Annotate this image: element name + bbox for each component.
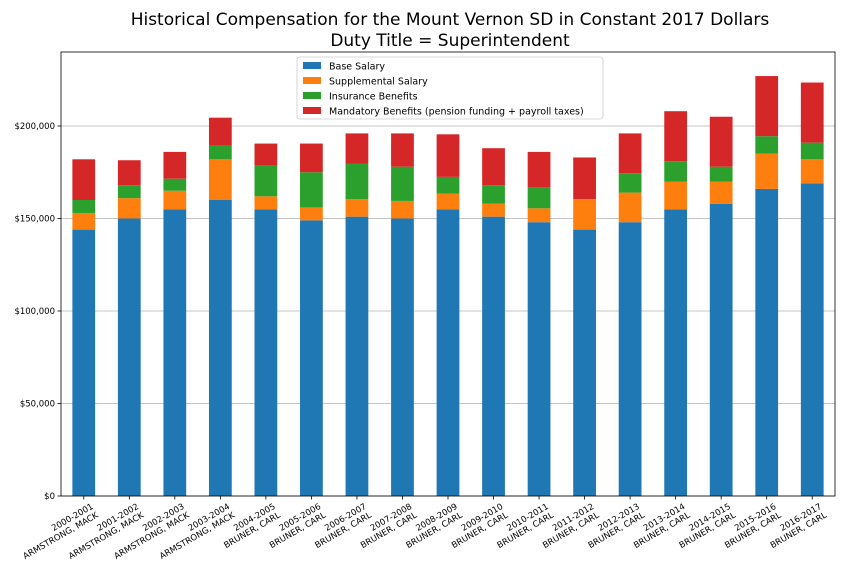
bar-insurance-benefits-15 [709,166,733,182]
legend-swatch [303,77,321,84]
bar-supplemental-salary-2 [117,198,141,219]
bar-insurance-benefits-9 [436,176,460,194]
bar-mandatory-benefits-pension-funding-payroll-taxes-9 [436,134,460,177]
bar-mandatory-benefits-pension-funding-payroll-taxes-1 [72,159,96,200]
bar-base-salary-2 [117,218,141,496]
bars [72,76,824,496]
bar-insurance-benefits-13 [618,173,642,193]
bar-mandatory-benefits-pension-funding-payroll-taxes-4 [208,117,232,146]
chart-title: Historical Compensation for the Mount Ve… [131,10,770,30]
y-tick-label: $150,000 [14,215,55,225]
x-tick-label: 2000-2001ARMSTRONG, MACK [17,502,101,562]
bar-supplemental-salary-17 [800,159,824,184]
legend-swatch [303,107,321,114]
bar-mandatory-benefits-pension-funding-payroll-taxes-3 [163,151,187,179]
bar-base-salary-7 [345,216,369,496]
bar-base-salary-8 [391,218,414,496]
bar-supplemental-salary-4 [208,159,232,200]
bar-mandatory-benefits-pension-funding-payroll-taxes-7 [345,133,369,164]
bar-mandatory-benefits-pension-funding-payroll-taxes-11 [527,151,551,188]
bar-insurance-benefits-10 [482,185,505,204]
y-tick-label: $0 [44,492,55,502]
bar-mandatory-benefits-pension-funding-payroll-taxes-12 [573,157,596,200]
bar-supplemental-salary-15 [709,181,733,204]
bar-base-salary-3 [163,209,187,496]
bar-base-salary-5 [254,209,278,496]
legend-label: Supplemental Salary [329,77,428,88]
bar-supplemental-salary-16 [755,153,779,189]
bar-supplemental-salary-3 [163,190,187,210]
bar-mandatory-benefits-pension-funding-payroll-taxes-8 [391,133,414,167]
bar-mandatory-benefits-pension-funding-payroll-taxes-13 [618,133,642,174]
bar-mandatory-benefits-pension-funding-payroll-taxes-15 [709,116,733,167]
bar-base-salary-14 [664,209,688,496]
legend-label: Base Salary [329,62,385,73]
bar-supplemental-salary-9 [436,193,460,210]
bar-base-salary-10 [482,216,505,496]
bar-supplemental-salary-12 [573,199,596,230]
bar-insurance-benefits-5 [254,165,278,197]
bar-supplemental-salary-8 [391,200,414,219]
chart-subtitle: Duty Title = Superintendent [330,31,570,51]
bar-supplemental-salary-6 [300,207,323,221]
legend-swatch [303,62,321,69]
bar-base-salary-11 [527,222,551,496]
bar-mandatory-benefits-pension-funding-payroll-taxes-6 [300,143,323,173]
bar-base-salary-6 [300,220,323,496]
bar-insurance-benefits-7 [345,163,369,200]
bar-mandatory-benefits-pension-funding-payroll-taxes-16 [755,76,779,137]
y-tick-label: $200,000 [14,122,55,132]
bar-supplemental-salary-14 [664,181,688,210]
bar-mandatory-benefits-pension-funding-payroll-taxes-14 [664,111,688,162]
bar-supplemental-salary-10 [482,203,505,217]
bar-supplemental-salary-13 [618,192,642,223]
bar-insurance-benefits-3 [163,178,187,191]
bar-insurance-benefits-6 [300,172,323,208]
bar-supplemental-salary-1 [72,212,96,230]
legend-box [296,56,604,120]
bar-base-salary-17 [800,183,824,496]
y-tick-label: $100,000 [14,307,55,317]
bar-insurance-benefits-8 [391,166,414,201]
plot-frame [60,51,836,497]
bar-insurance-benefits-2 [117,185,141,199]
bar-insurance-benefits-14 [664,161,688,182]
bar-base-salary-12 [573,229,596,496]
legend-label: Mandatory Benefits (pension funding + pa… [329,107,584,118]
bar-base-salary-13 [618,222,642,496]
bar-mandatory-benefits-pension-funding-payroll-taxes-5 [254,143,278,166]
bar-base-salary-16 [755,188,779,496]
bar-insurance-benefits-16 [755,136,779,154]
y-tick-label: $50,000 [20,400,55,410]
bar-insurance-benefits-4 [208,145,232,160]
bar-supplemental-salary-5 [254,196,278,210]
bar-insurance-benefits-11 [527,187,551,209]
bar-insurance-benefits-17 [800,142,824,160]
bar-base-salary-15 [709,203,733,496]
legend: Base Salary Supplemental Salary Insurance … [296,56,604,120]
bar-base-salary-1 [72,229,96,496]
bar-mandatory-benefits-pension-funding-payroll-taxes-2 [117,160,141,186]
bar-base-salary-4 [208,200,232,496]
bar-mandatory-benefits-pension-funding-payroll-taxes-10 [482,148,505,186]
bar-supplemental-salary-11 [527,208,551,223]
bar-supplemental-salary-7 [345,199,369,217]
bar-insurance-benefits-1 [72,200,96,213]
legend-swatch [303,92,321,99]
bar-base-salary-9 [436,209,460,496]
legend-label: Insurance Benefits [329,92,418,103]
bar-mandatory-benefits-pension-funding-payroll-taxes-17 [800,82,824,143]
